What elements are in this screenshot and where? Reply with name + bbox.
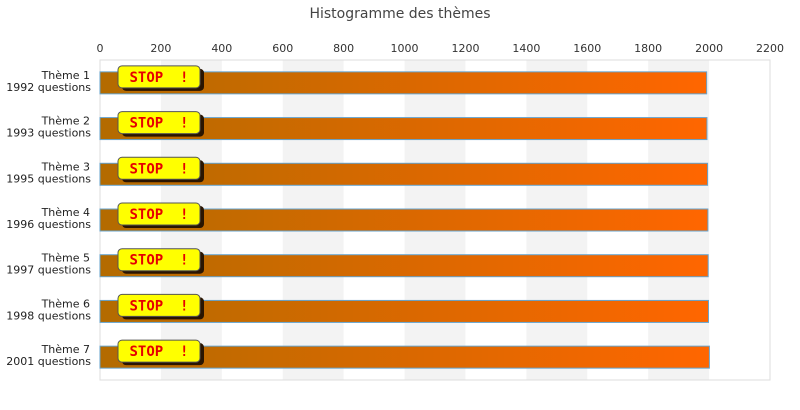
bar <box>99 254 709 278</box>
x-tick-label: 2000 <box>695 42 723 55</box>
x-tick-label: 0 <box>97 42 104 55</box>
stop-badge <box>117 65 201 89</box>
bar-label: STOP ! <box>129 344 188 360</box>
x-tick-label: 200 <box>150 42 171 55</box>
bar-label: STOP ! <box>129 116 188 132</box>
category-sublabel: 2001 questions <box>6 355 91 368</box>
category-sublabel: 1992 questions <box>6 81 91 94</box>
x-tick-label: 400 <box>211 42 232 55</box>
category-label: Thème 2 <box>41 115 90 128</box>
bar <box>99 117 708 141</box>
x-tick-label: 800 <box>333 42 354 55</box>
category-label: Thème 4 <box>41 206 90 219</box>
bar <box>99 162 709 186</box>
stop-badge <box>117 111 201 135</box>
bar <box>99 71 708 95</box>
stop-badge <box>117 248 201 272</box>
category-label: Thème 6 <box>41 297 90 310</box>
category-label: Thème 1 <box>41 69 90 82</box>
x-tick-label: 1200 <box>451 42 479 55</box>
x-tick-label: 2200 <box>756 42 784 55</box>
stop-badge <box>117 156 201 180</box>
category-sublabel: 1997 questions <box>6 264 91 277</box>
bar-label: STOP ! <box>129 161 188 177</box>
x-tick-label: 1000 <box>391 42 419 55</box>
stop-badge <box>117 293 201 317</box>
category-sublabel: 1995 questions <box>6 172 91 185</box>
bar-label: STOP ! <box>129 207 188 223</box>
category-label: Thème 5 <box>41 252 90 265</box>
bar-label: STOP ! <box>129 70 188 86</box>
bar-label: STOP ! <box>129 298 188 314</box>
category-sublabel: 1996 questions <box>6 218 91 231</box>
stop-badge <box>117 202 201 226</box>
category-label: Thème 7 <box>41 343 90 356</box>
x-tick-label: 1600 <box>573 42 601 55</box>
x-tick-label: 1400 <box>512 42 540 55</box>
category-sublabel: 1998 questions <box>6 309 91 322</box>
x-tick-label: 600 <box>272 42 293 55</box>
x-tick-label: 1800 <box>634 42 662 55</box>
bar <box>99 208 709 232</box>
bar <box>99 299 709 323</box>
chart-title: Histogramme des thèmes <box>309 6 490 22</box>
category-sublabel: 1993 questions <box>6 127 91 140</box>
bar <box>99 345 710 369</box>
bar-label: STOP ! <box>129 253 188 269</box>
stop-badge <box>117 339 201 363</box>
category-label: Thème 3 <box>41 160 90 173</box>
